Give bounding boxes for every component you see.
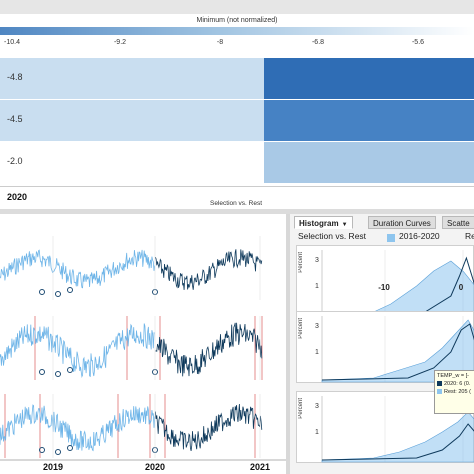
heatmap-year-label: 2020 [7, 192, 28, 202]
histogram-panel: Histogram ▼ Duration Curves Scatte Select… [290, 214, 474, 474]
histogram-y-tick: 3 [315, 323, 319, 330]
legend-tick-label: -10.4 [4, 39, 20, 46]
histogram-selected-line [321, 323, 474, 381]
tooltip-line-2: 2020: 6 (0. [437, 380, 474, 388]
tab-duration-curves[interactable]: Duration Curves [368, 216, 436, 229]
tooltip-line-3: Rest: 205 ( [437, 388, 474, 396]
color-legend-gradient [0, 27, 474, 35]
legend-tick-label: -8 [216, 39, 224, 46]
histogram-y-tick: 3 [315, 403, 319, 410]
heatmap-divider [0, 186, 474, 187]
legend-tick-label: -5.6 [411, 39, 425, 46]
tooltip-line-1: TEMP_w = [- [437, 373, 469, 379]
tab-histogram-label: Histogram [299, 219, 339, 228]
heatmap-caption: Selection vs. Rest [210, 200, 263, 207]
histogram-y-tick: 1 [315, 283, 319, 290]
series-rest-line [0, 323, 155, 379]
heatmap-row-label: -4.8 [7, 72, 23, 82]
histogram-rest-area [321, 411, 474, 463]
histogram-y-tick: 1 [315, 429, 319, 436]
heatmap-row[interactable]: -4.5 [0, 100, 474, 141]
heatmap-row-label: -4.5 [7, 114, 23, 124]
extreme-marker[interactable] [39, 289, 45, 295]
series-selected-line [155, 403, 263, 451]
heatmap-cell[interactable] [264, 58, 474, 99]
toolbar-strip [0, 0, 474, 14]
heatmap-cell[interactable]: -4.5 [0, 100, 264, 141]
extreme-marker[interactable] [55, 371, 61, 377]
chevron-down-icon[interactable]: ▼ [341, 222, 348, 228]
tooltip-line-3-text: Rest: 205 ( [444, 389, 471, 395]
histogram-panel-chart[interactable]: Percent 3 1 [296, 245, 474, 317]
histogram-x-tick: 0 [458, 283, 464, 292]
legend-series-label: 2016-2020 [399, 231, 440, 241]
extreme-marker[interactable] [55, 291, 61, 297]
tab-duration-label: Duration Curves [373, 219, 431, 228]
color-legend-title: Minimum (not normalized) [196, 17, 278, 24]
histogram-y-tick: 3 [315, 257, 319, 264]
legend-swatch-selected [387, 234, 395, 242]
extreme-marker[interactable] [39, 447, 45, 453]
legend-tick-label: -6.8 [311, 39, 325, 46]
time-x-tick-label: 2021 [250, 462, 270, 472]
series-rest-line [0, 404, 156, 452]
heatmap-grid: -4.8 -4.5 -2.0 [0, 58, 474, 184]
heatmap-cell[interactable]: -4.8 [0, 58, 264, 99]
legend-rest-label: Re [465, 231, 474, 241]
extreme-marker[interactable] [67, 445, 73, 451]
tab-scatter-label: Scatte [447, 219, 470, 228]
histogram-legend-prefix: Selection vs. Rest [298, 231, 367, 241]
extreme-marker[interactable] [55, 449, 61, 455]
extreme-marker[interactable] [67, 367, 73, 373]
heatmap-cell[interactable] [264, 142, 474, 183]
heatmap-row[interactable]: -4.8 [0, 58, 474, 99]
histogram-svg: 31 [315, 250, 474, 317]
series-selected-line [155, 322, 263, 377]
series-selected-line [155, 249, 263, 290]
pane-splitter[interactable] [0, 209, 474, 214]
histogram-tooltip: TEMP_w = [- 2020: 6 (0. Rest: 205 ( [434, 370, 474, 414]
histogram-rest-area [321, 260, 474, 317]
panel-divider[interactable] [286, 214, 290, 474]
tooltip-swatch-selected [437, 381, 442, 387]
time-series-panel[interactable]: 2019 2020 2021 [0, 214, 286, 474]
histogram-selected-line [321, 423, 474, 461]
tooltip-swatch-rest [437, 389, 442, 395]
tooltip-line-2-text: 2020: 6 (0. [444, 381, 471, 387]
heatmap-cell[interactable] [264, 100, 474, 141]
heatmap-row[interactable]: -2.0 [0, 142, 474, 183]
legend-tick-label: -9.2 [113, 39, 127, 46]
heatmap-row-label: -2.0 [7, 156, 23, 166]
time-x-tick-label: 2020 [145, 462, 165, 472]
time-x-tick-label: 2019 [43, 462, 63, 472]
histogram-x-tick: -10 [378, 283, 390, 292]
tab-histogram[interactable]: Histogram ▼ [294, 216, 353, 229]
extreme-marker[interactable] [67, 287, 73, 293]
extreme-marker[interactable] [39, 369, 45, 375]
time-series-chart: 2019 2020 2021 [0, 236, 286, 472]
tab-scatter[interactable]: Scatte [442, 216, 474, 229]
histogram-y-tick: 1 [315, 349, 319, 356]
heatmap-cell[interactable]: -2.0 [0, 142, 264, 183]
series-rest-line [0, 249, 156, 289]
